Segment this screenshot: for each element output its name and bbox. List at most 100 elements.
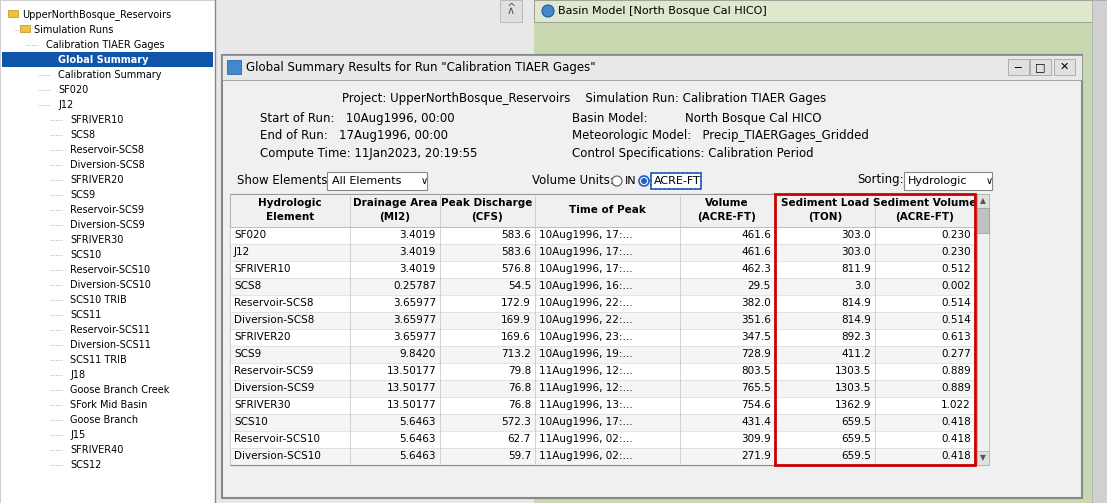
Text: 9.8420: 9.8420	[400, 349, 436, 359]
Bar	[534, 0, 1107, 22]
Text: 0.514: 0.514	[941, 315, 971, 325]
Text: ▼: ▼	[980, 454, 986, 462]
Text: 0.514: 0.514	[941, 298, 971, 308]
Text: 1303.5: 1303.5	[835, 383, 871, 393]
Text: IN: IN	[625, 176, 637, 186]
Text: Diversion-SCS10: Diversion-SCS10	[70, 280, 151, 290]
Bar	[651, 173, 701, 189]
Text: ∨: ∨	[986, 176, 993, 186]
Text: ─: ─	[1015, 62, 1022, 72]
Text: 0.230: 0.230	[941, 247, 971, 257]
Text: 0.418: 0.418	[941, 434, 971, 444]
Text: 351.6: 351.6	[741, 315, 770, 325]
Bar	[1008, 59, 1030, 75]
Text: Basin Model:          North Bosque Cal HICO: Basin Model: North Bosque Cal HICO	[572, 112, 821, 125]
Text: 10Aug1996, 17:...: 10Aug1996, 17:...	[539, 230, 632, 240]
Text: 811.9: 811.9	[841, 264, 871, 274]
Text: 0.889: 0.889	[941, 366, 971, 376]
Text: Element: Element	[266, 212, 314, 222]
Text: 754.6: 754.6	[741, 400, 770, 410]
Text: ACRE-FT: ACRE-FT	[654, 176, 701, 186]
Circle shape	[641, 178, 646, 184]
Text: 309.9: 309.9	[742, 434, 770, 444]
Text: 576.8: 576.8	[501, 264, 531, 274]
Text: 659.5: 659.5	[841, 434, 871, 444]
Text: 5.6463: 5.6463	[400, 451, 436, 461]
Text: 10Aug1996, 23:...: 10Aug1996, 23:...	[539, 332, 632, 342]
Text: 3.65977: 3.65977	[393, 298, 436, 308]
Text: 431.4: 431.4	[741, 417, 770, 427]
Text: 11Aug1996, 02:...: 11Aug1996, 02:...	[539, 434, 632, 444]
Bar	[230, 363, 975, 380]
Bar	[230, 448, 975, 465]
Text: 169.9: 169.9	[501, 315, 531, 325]
Text: 303.0: 303.0	[841, 230, 871, 240]
Text: SCS8: SCS8	[70, 130, 95, 140]
Bar	[977, 194, 989, 465]
Text: SFRIVER30: SFRIVER30	[70, 235, 123, 245]
Text: North Bosque
Cal HICO: North Bosque Cal HICO	[800, 228, 952, 272]
Text: ^: ^	[507, 3, 516, 13]
Text: 10Aug1996, 17:...: 10Aug1996, 17:...	[539, 247, 632, 257]
Text: Control Specifications: Calibration Period: Control Specifications: Calibration Peri…	[572, 147, 814, 160]
Bar	[230, 380, 975, 397]
Text: 3.4019: 3.4019	[400, 230, 436, 240]
Text: 461.6: 461.6	[741, 230, 770, 240]
Bar	[230, 431, 975, 448]
Bar	[230, 194, 975, 227]
Text: Reservoir-SCS10: Reservoir-SCS10	[70, 265, 151, 275]
Text: 1303.5: 1303.5	[835, 366, 871, 376]
Text: J15: J15	[70, 430, 85, 440]
Text: ▲: ▲	[980, 197, 986, 206]
Bar	[230, 312, 975, 329]
Text: (TON): (TON)	[808, 212, 842, 222]
Text: 892.3: 892.3	[841, 332, 871, 342]
Text: ∧: ∧	[507, 6, 515, 16]
Text: SFRIVER10: SFRIVER10	[234, 264, 290, 274]
Text: 11Aug1996, 13:...: 11Aug1996, 13:...	[539, 400, 633, 410]
Bar	[223, 55, 1082, 498]
Text: 0.889: 0.889	[941, 383, 971, 393]
Text: 0.25787: 0.25787	[393, 281, 436, 291]
Bar	[230, 329, 975, 346]
Text: Diversion-SCS9: Diversion-SCS9	[70, 220, 145, 230]
Text: 0.512: 0.512	[941, 264, 971, 274]
Text: (MI2): (MI2)	[380, 212, 411, 222]
Circle shape	[542, 5, 554, 17]
Bar	[230, 295, 975, 312]
Text: 76.8: 76.8	[508, 383, 531, 393]
Text: 11Aug1996, 02:...: 11Aug1996, 02:...	[539, 451, 632, 461]
Bar	[20, 25, 30, 32]
Text: 659.5: 659.5	[841, 451, 871, 461]
Text: Reservoir-SCS8: Reservoir-SCS8	[234, 298, 313, 308]
Bar	[230, 194, 975, 465]
Text: 347.5: 347.5	[741, 332, 770, 342]
Bar	[230, 261, 975, 278]
Text: 76.8: 76.8	[508, 400, 531, 410]
Text: Calibration Summary: Calibration Summary	[58, 70, 162, 80]
Text: SF020: SF020	[234, 230, 266, 240]
Bar	[327, 172, 427, 190]
Text: Meteorologic Model:   Precip_TIAERGages_Gridded: Meteorologic Model: Precip_TIAERGages_Gr…	[572, 129, 869, 142]
Text: ∨: ∨	[421, 176, 428, 186]
Text: SCS8: SCS8	[234, 281, 261, 291]
Bar	[230, 278, 975, 295]
Bar	[534, 0, 1107, 503]
Text: SCS9: SCS9	[70, 190, 95, 200]
Text: Volume: Volume	[705, 198, 748, 208]
Text: Diversion-SCS9: Diversion-SCS9	[234, 383, 314, 393]
Text: Calibration TIAER Gages: Calibration TIAER Gages	[46, 40, 165, 50]
Circle shape	[612, 176, 622, 186]
Text: 3.65977: 3.65977	[393, 332, 436, 342]
Text: Diversion-SCS8: Diversion-SCS8	[234, 315, 314, 325]
Text: Goose Branch: Goose Branch	[70, 415, 138, 425]
Text: UpperNorthBosque_Reservoirs: UpperNorthBosque_Reservoirs	[22, 10, 172, 21]
Bar	[1092, 0, 1107, 503]
Text: 29.5: 29.5	[747, 281, 770, 291]
Text: 79.8: 79.8	[508, 366, 531, 376]
Text: Sediment Load: Sediment Load	[780, 198, 869, 208]
Text: 172.9: 172.9	[501, 298, 531, 308]
Text: Peak Discharge: Peak Discharge	[442, 198, 532, 208]
Text: 0.418: 0.418	[941, 417, 971, 427]
Text: SCS12: SCS12	[70, 460, 102, 470]
